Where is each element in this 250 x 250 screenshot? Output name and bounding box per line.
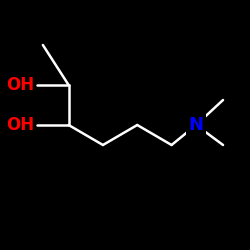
Text: N: N bbox=[188, 116, 204, 134]
Text: OH: OH bbox=[6, 116, 34, 134]
Text: OH: OH bbox=[6, 76, 34, 94]
